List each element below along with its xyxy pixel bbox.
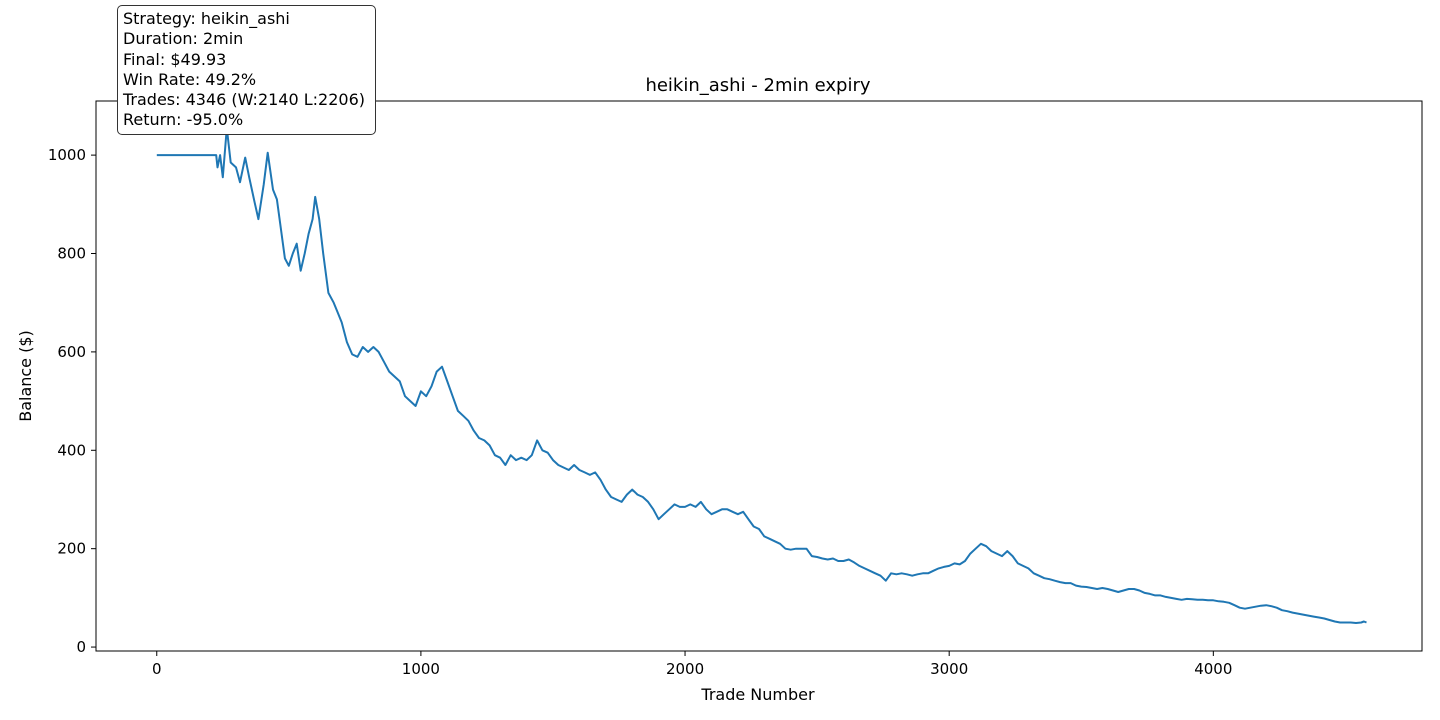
info-win-rate: Win Rate: 49.2% (123, 69, 257, 89)
info-final: Final: $49.93 (123, 49, 227, 69)
x-tick-label: 2000 (666, 660, 704, 678)
y-tick-label: 600 (57, 343, 86, 361)
plot-area-frame (95, 100, 1423, 652)
info-strategy: Strategy: heikin_ashi (123, 9, 290, 28)
chart-title: heikin_ashi - 2min expiry (645, 75, 870, 96)
y-axis-label: Balance ($) (16, 330, 35, 422)
x-tick-label: 3000 (930, 660, 968, 678)
y-tick-label: 0 (76, 638, 86, 656)
x-tick-label: 0 (152, 660, 162, 678)
y-tick-label: 400 (57, 441, 86, 459)
x-axis-ticks: 0 1000 2000 3000 4000 (152, 651, 1232, 678)
y-tick-label: 800 (57, 245, 86, 263)
x-axis-label: Trade Number (700, 685, 815, 704)
y-tick-label: 1000 (48, 146, 86, 164)
y-tick-label: 200 (57, 540, 86, 558)
info-trades: Trades: 4346 (W:2140 L:2206) (123, 90, 366, 110)
info-duration: Duration: 2min (123, 29, 244, 49)
info-return: Return: -95.0% (123, 110, 244, 130)
x-tick-label: 4000 (1194, 660, 1232, 678)
y-axis-ticks: 0 200 400 600 800 1000 (48, 146, 96, 656)
balance-series-line (156, 127, 1367, 624)
stats-info-box: Strategy: heikin_ashi Duration: 2min Fin… (117, 5, 376, 135)
x-tick-label: 1000 (402, 660, 440, 678)
